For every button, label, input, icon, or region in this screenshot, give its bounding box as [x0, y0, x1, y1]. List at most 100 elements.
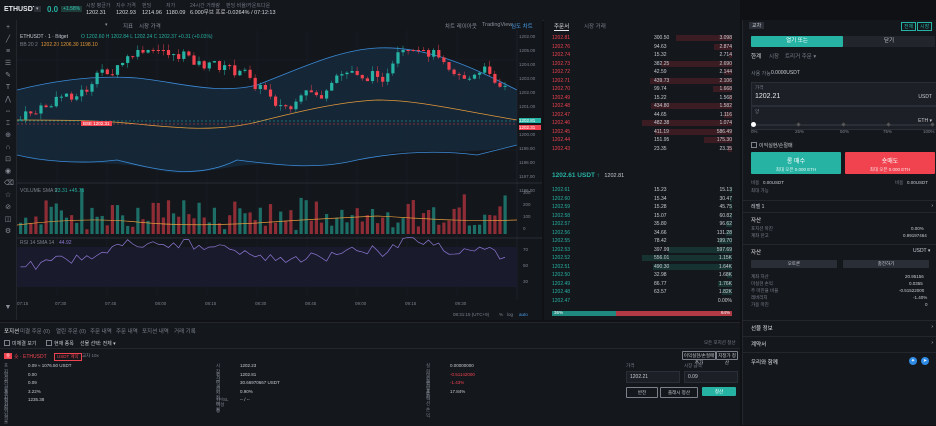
- bid-row[interactable]: 1202.53 397.99 597.69: [544, 246, 740, 254]
- pattern-icon[interactable]: ⋀: [5, 96, 11, 103]
- close-position-button[interactable]: 청산: [702, 387, 736, 396]
- tab-order-history[interactable]: 주문 내역: [90, 329, 112, 335]
- interval-tab[interactable]: ▾: [105, 22, 108, 28]
- favorites-icon[interactable]: ☆: [4, 192, 12, 199]
- ask-row[interactable]: 1202.81 300.50 3.098: [544, 34, 740, 42]
- tab-indicators[interactable]: 지표: [123, 24, 134, 30]
- sell-short-button[interactable]: 숏매도 최대 오픈 0.000 ETH: [845, 152, 935, 174]
- top-btn-all[interactable]: 전체: [901, 22, 917, 31]
- lock-icon[interactable]: ⊡: [5, 156, 11, 163]
- bid-row[interactable]: 1202.60 15.34 30.47: [544, 195, 740, 203]
- ask-row[interactable]: 1202.44 151.95 175.30: [544, 136, 740, 144]
- chevron-right-icon[interactable]: ›: [931, 340, 933, 346]
- ask-row[interactable]: 1202.45 411.19 586.49: [544, 128, 740, 136]
- slider-handle[interactable]: [751, 122, 756, 127]
- ask-row[interactable]: 1202.76 94.63 2.874: [544, 43, 740, 51]
- reverse-button[interactable]: 반전: [626, 387, 658, 398]
- ask-row[interactable]: 1202.71 439.73 2.106: [544, 77, 740, 85]
- tab-tradingview[interactable]: TradingView: [482, 22, 513, 28]
- tab-orderbook[interactable]: 주문서: [554, 24, 570, 31]
- telegram-icon[interactable]: ➤: [921, 357, 929, 365]
- tpsl-checkbox[interactable]: [751, 142, 757, 148]
- deposit-button[interactable]: 충전하기: [843, 260, 929, 268]
- transfer-button[interactable]: 오토론: [751, 260, 837, 268]
- tab-trade-history[interactable]: 거래 기록: [174, 329, 196, 335]
- text-icon[interactable]: T: [5, 84, 11, 91]
- bid-row[interactable]: 1202.61 15.23 15.13: [544, 186, 740, 194]
- bid-row[interactable]: 1202.59 15.28 45.75: [544, 203, 740, 211]
- quantity-slider[interactable]: [751, 122, 935, 127]
- bid-row[interactable]: 1202.58 15.07 60.82: [544, 212, 740, 220]
- margin-mode-badge[interactable]: 교차: [749, 22, 765, 29]
- symbol-selector[interactable]: ETHUSDT: [4, 6, 38, 13]
- price-chart[interactable]: ▾ 지표 시장 가격 차트 레이아웃 TradingView 심도 차트 ETH…: [17, 20, 542, 320]
- limit-close-button[interactable]: 지정가 청산: [716, 351, 738, 365]
- close-all-link[interactable]: 모든 포지션 청산: [704, 340, 736, 345]
- ask-row[interactable]: 1202.74 15.32 2.714: [544, 51, 740, 59]
- chevron-down-icon[interactable]: ▾: [34, 6, 41, 12]
- bid-row[interactable]: 1202.51 490.30 1.64K: [544, 263, 740, 271]
- flash-close-button[interactable]: 플래시 청산: [660, 387, 698, 398]
- hide-icon[interactable]: ⊘: [5, 204, 11, 211]
- opt-log[interactable]: log: [507, 312, 514, 317]
- brush-icon[interactable]: ✎: [5, 72, 11, 79]
- opt-percent[interactable]: %: [499, 312, 504, 317]
- add-tpsl-button[interactable]: 이익실현/손절매 추가: [682, 351, 716, 365]
- ask-row[interactable]: 1202.47 44.65 1.116: [544, 111, 740, 119]
- tab-close[interactable]: 닫기: [883, 38, 895, 44]
- ask-row[interactable]: 1202.73 382.25 2.690: [544, 60, 740, 68]
- bid-row[interactable]: 1202.56 34.66 131.28: [544, 229, 740, 237]
- eye-icon[interactable]: ◉: [4, 168, 12, 175]
- ask-row[interactable]: 1202.46 482.38 1.074: [544, 119, 740, 127]
- bid-row[interactable]: 1202.48 63.57 1.82K: [544, 288, 740, 296]
- ask-row[interactable]: 1202.43 23.35 23.35: [544, 145, 740, 153]
- tab-market-price[interactable]: 시장 가격: [139, 24, 161, 30]
- bid-row[interactable]: 1202.47 0.00%: [544, 297, 740, 305]
- section-futures-info[interactable]: 선물 정보: [751, 326, 773, 332]
- bid-row[interactable]: 1202.52 556.01 1.15K: [544, 254, 740, 262]
- buy-long-button[interactable]: 롱 매수 최대 오픈 0.000 ETH: [751, 152, 841, 174]
- crosshair-icon[interactable]: +: [5, 24, 11, 31]
- top-btn-market[interactable]: 시장: [917, 22, 933, 31]
- layers-icon[interactable]: ◫: [4, 216, 12, 223]
- bid-row[interactable]: 1202.49 86.77 1.76K: [544, 280, 740, 288]
- section-contract[interactable]: 계약서: [751, 342, 767, 348]
- ask-row[interactable]: 1202.72 42.59 2.144: [544, 68, 740, 76]
- ask-row[interactable]: 1202.48 434.80 1.582: [544, 102, 740, 110]
- ask-row[interactable]: 1202.49 15.22 1.568: [544, 94, 740, 102]
- filter-checkbox[interactable]: [4, 340, 10, 346]
- tab-open[interactable]: 열기 또는: [751, 36, 843, 47]
- ask-row[interactable]: 1202.70 99.74 1.668: [544, 85, 740, 93]
- horizontal-line-icon[interactable]: ≡: [5, 48, 11, 55]
- futures-filter-select[interactable]: 선물 선택: 전체 ▾: [80, 341, 116, 347]
- tab-limit[interactable]: 한계: [751, 54, 762, 60]
- measure-icon[interactable]: ⇔: [4, 108, 12, 115]
- tab-layout[interactable]: 차트 레이아웃: [445, 24, 477, 30]
- zoom-icon[interactable]: ⊕: [5, 132, 11, 139]
- filter-checkbox[interactable]: [46, 340, 52, 346]
- tab-market[interactable]: 시장: [769, 54, 780, 60]
- bid-row[interactable]: 1202.57 35.80 96.62: [544, 220, 740, 228]
- ruler-icon[interactable]: ⌶: [5, 120, 11, 127]
- price-input[interactable]: 가격 1202.21 USDT: [751, 82, 936, 106]
- tab-depth-chart[interactable]: 심도 차트: [511, 24, 533, 30]
- tab-positions[interactable]: 포지션: [4, 329, 20, 335]
- tab-trigger[interactable]: 트리거 주문 ▾: [785, 54, 817, 60]
- bid-row[interactable]: 1202.50 32.98 1.68K: [544, 271, 740, 279]
- close-qty-input[interactable]: 0.09: [684, 371, 738, 383]
- tab-position-history[interactable]: 포지션 내역: [142, 329, 169, 335]
- assets-unit-selector[interactable]: USDT ▾: [913, 248, 931, 254]
- position-marker[interactable]: BSE 1202.31: [81, 121, 112, 126]
- fib-icon[interactable]: ☰: [4, 60, 12, 67]
- trend-line-icon[interactable]: ╱: [5, 36, 11, 43]
- chevron-right-icon[interactable]: ›: [931, 324, 933, 330]
- bid-row[interactable]: 1202.55 78.42 199.70: [544, 237, 740, 245]
- tab-open-orders[interactable]: 미결 주문 (0): [20, 329, 51, 335]
- tab-order-history-2[interactable]: 주문 내역: [116, 329, 138, 335]
- twitter-icon[interactable]: ✦: [909, 357, 917, 365]
- trash-icon[interactable]: ⌫: [4, 180, 14, 187]
- chevron-right-icon[interactable]: ›: [931, 203, 933, 209]
- close-price-input[interactable]: 1202.21: [626, 371, 680, 383]
- tab-active-orders[interactable]: 열린 주문 (0): [56, 329, 87, 335]
- magnet-icon[interactable]: ∩: [5, 144, 11, 151]
